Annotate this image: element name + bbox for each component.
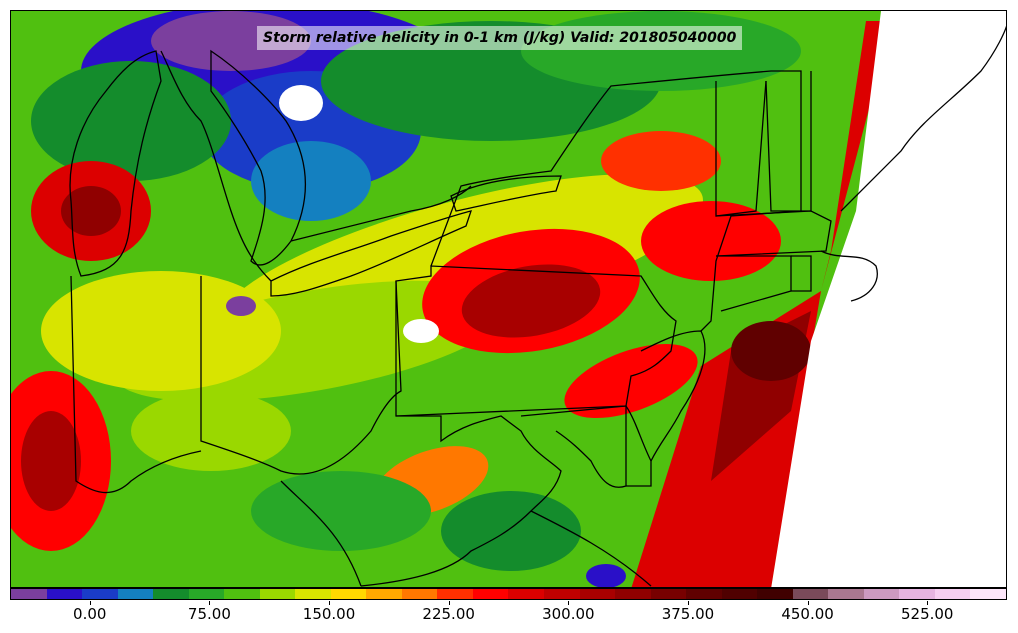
lake-huron-outline — [210, 49, 307, 266]
field-region — [821, 21, 886, 291]
maryland-border — [520, 405, 627, 488]
lake-ontario-outline — [450, 175, 562, 212]
field-blob — [21, 411, 81, 511]
coastline-east — [820, 25, 1006, 302]
colorbar-segment — [508, 589, 544, 599]
field-blob — [61, 186, 121, 236]
colorbar-tick-label: 375.00 — [661, 605, 715, 623]
colorbar-segment — [650, 589, 687, 599]
west-virginia-border — [360, 415, 562, 587]
lake-michigan-outline — [69, 50, 162, 277]
field-blob — [564, 344, 698, 418]
field-blob — [731, 321, 811, 381]
field-blob — [131, 391, 291, 471]
colorbar-segment — [828, 589, 864, 599]
colorbar-segment — [11, 589, 47, 599]
state-boundaries — [69, 25, 1006, 587]
colorbar-segment — [437, 589, 473, 599]
map-title: Storm relative helicity in 0-1 km (J/kg)… — [257, 26, 743, 50]
colorbar-segment — [82, 589, 118, 599]
colorbar-tick-label: 225.00 — [422, 605, 475, 623]
field-blob — [586, 564, 626, 587]
colorbar-segment — [934, 589, 971, 599]
colorbar-tick-label: 75.00 — [187, 605, 231, 623]
colorbar-tick — [329, 601, 331, 605]
colorbar-tick — [927, 601, 929, 605]
colorbar-segment — [117, 589, 154, 599]
colorbar-segment — [46, 589, 83, 599]
massachusetts-border — [715, 210, 832, 257]
colorbar-tick-label: 450.00 — [781, 605, 834, 623]
field-blob — [41, 271, 281, 391]
map-canvas — [11, 11, 1006, 587]
virginia-border — [280, 480, 652, 587]
colorbar-segment — [472, 589, 509, 599]
colorbar-segment — [686, 589, 722, 599]
colorbar-tick — [209, 601, 211, 605]
colorbar-tick — [687, 601, 689, 605]
colorbar-tick-label: 300.00 — [542, 605, 595, 623]
field-blob — [601, 131, 721, 191]
colorbar-segment — [970, 589, 1006, 599]
field-blob — [226, 296, 256, 316]
vermont-border — [715, 80, 767, 217]
new-hampshire-border — [765, 71, 812, 212]
colorbar-segment — [899, 589, 935, 599]
new-jersey-border — [640, 330, 706, 462]
colorbar-ticks: 0.00 75.00 150.00 225.00 300.00 375.00 450.00 5… — [10, 601, 1007, 631]
field-region — [771, 11, 1006, 587]
colorbar-segment — [153, 589, 189, 599]
colorbar-segment — [401, 589, 438, 599]
field-blob — [403, 319, 439, 343]
colorbar-segment — [188, 589, 225, 599]
colorbar-tick-label: 525.00 — [900, 605, 954, 623]
rhode-island-border — [791, 255, 812, 292]
colorbar-tick — [807, 601, 809, 605]
ohio-border — [200, 276, 402, 475]
colorbar-segment — [757, 589, 793, 599]
colorbar-segment — [330, 589, 367, 599]
michigan-east-shore — [160, 50, 272, 282]
colorbar-tick-label: 0.00 — [73, 605, 107, 623]
lake-erie-outline — [270, 210, 472, 297]
connecticut-border — [716, 255, 792, 312]
colorbar-segment — [863, 589, 900, 599]
indiana-border — [70, 275, 202, 494]
field-blob — [641, 201, 781, 281]
field-blob — [461, 264, 601, 338]
colorbar-segment — [792, 589, 829, 599]
lake-erie-north-shore — [290, 185, 472, 242]
colorbar-segment — [615, 589, 651, 599]
colorbar-tick — [568, 601, 570, 605]
colorbar-segment — [295, 589, 331, 599]
colorbar-segment — [721, 589, 758, 599]
colorbar-tick-label: 150.00 — [302, 605, 356, 623]
field-blob — [251, 471, 431, 551]
colorbar-tick — [448, 601, 450, 605]
colorbar-segment — [543, 589, 580, 599]
colorbar-tick — [89, 601, 91, 605]
field-blob — [251, 141, 371, 221]
field-blob — [521, 11, 801, 91]
field-blob — [279, 85, 323, 121]
colorbar-segment — [259, 589, 296, 599]
colorbar-segment — [366, 589, 402, 599]
helicity-field — [11, 11, 1006, 587]
colorbar-segment — [579, 589, 616, 599]
field-blob — [441, 491, 581, 571]
new-york-border — [430, 70, 802, 332]
helicity-map: Storm relative helicity in 0-1 km (J/kg)… — [10, 10, 1007, 588]
colorbar — [10, 588, 1007, 600]
field-blob — [31, 61, 231, 181]
colorbar-segment — [224, 589, 260, 599]
